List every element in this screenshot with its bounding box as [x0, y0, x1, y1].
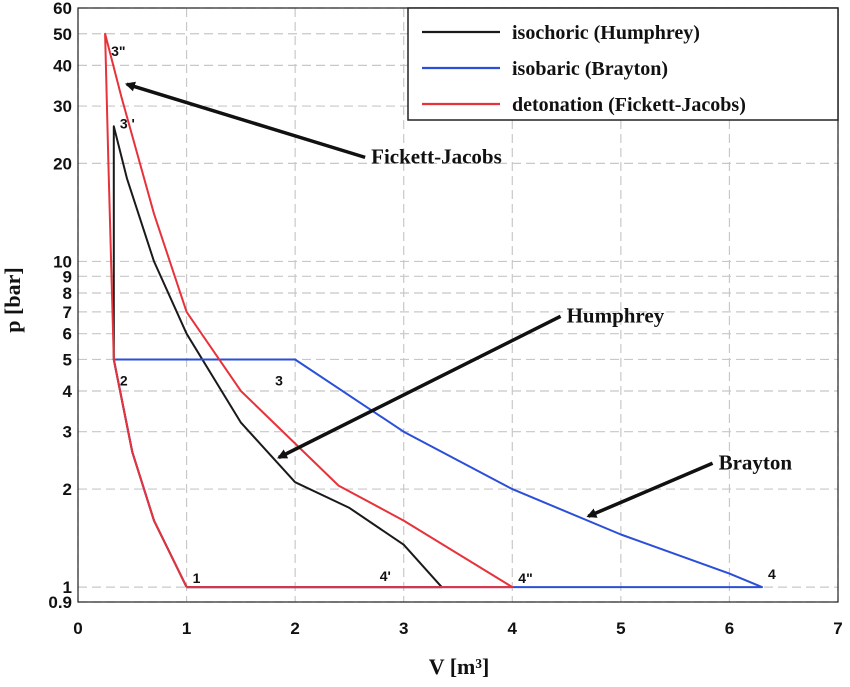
x-tick-label: 7 [833, 619, 842, 638]
series-line-detonation [104, 32, 514, 589]
annotation-arrow [277, 314, 562, 460]
point-labels: 1 2 3 3 ' 3" 4' 4" 4 [111, 43, 776, 586]
annotation-arrow [586, 461, 714, 518]
x-tick-label: 1 [182, 619, 191, 638]
y-tick-label: 4 [63, 382, 73, 401]
y-tick-label: 40 [53, 56, 72, 75]
y-tick-label: 1 [63, 578, 72, 597]
annotation-label: Brayton [719, 450, 793, 474]
point-label: 2 [120, 372, 128, 388]
x-tick-label: 0 [73, 619, 82, 638]
y-axis-label: p [bar] [0, 267, 25, 332]
x-tick-label: 6 [725, 619, 734, 638]
series-line-isobaric [112, 358, 763, 589]
x-tick-label: 2 [290, 619, 299, 638]
series-line-isochoric [112, 125, 443, 589]
y-tick-label: 7 [63, 303, 72, 322]
annotations: Fickett-Jacobs Humphrey Brayton [124, 81, 793, 518]
legend-label: isobaric (Brayton) [512, 58, 668, 80]
y-tick-label: 0.9 [48, 593, 72, 612]
y-tick-label: 5 [63, 350, 72, 369]
point-label: 3" [111, 43, 125, 59]
x-axis-label: V [m³] [429, 654, 490, 679]
legend: isochoric (Humphrey) isobaric (Brayton) de… [407, 7, 839, 121]
y-tick-label: 50 [53, 25, 72, 44]
y-tick-label: 20 [53, 154, 72, 173]
y-tick-label: 10 [53, 252, 72, 271]
x-axis-ticks: 0 1 2 3 4 5 6 7 [73, 619, 842, 638]
y-tick-label: 8 [63, 284, 72, 303]
y-tick-label: 3 [63, 423, 72, 442]
point-label: 4 [768, 566, 776, 582]
point-label: 1 [193, 570, 201, 586]
x-tick-label: 5 [616, 619, 625, 638]
x-tick-label: 4 [508, 619, 518, 638]
legend-label: detonation (Fickett-Jacobs) [512, 94, 746, 116]
y-tick-label: 30 [53, 97, 72, 116]
y-tick-label: 60 [53, 0, 72, 18]
legend-box [407, 7, 839, 121]
y-tick-label: 9 [63, 267, 72, 286]
point-label: 4' [380, 568, 391, 584]
point-label: 3 ' [120, 115, 135, 131]
point-label: 3 [275, 372, 283, 388]
annotation-arrow [124, 81, 366, 160]
annotation-label: Humphrey [567, 303, 665, 327]
legend-label: isochoric (Humphrey) [512, 22, 700, 44]
series-layer [104, 32, 763, 589]
x-tick-label: 3 [399, 619, 408, 638]
y-tick-label: 6 [63, 325, 72, 344]
annotation-label: Fickett-Jacobs [371, 144, 502, 168]
point-label: 4" [518, 570, 532, 586]
y-tick-label: 2 [63, 480, 72, 499]
